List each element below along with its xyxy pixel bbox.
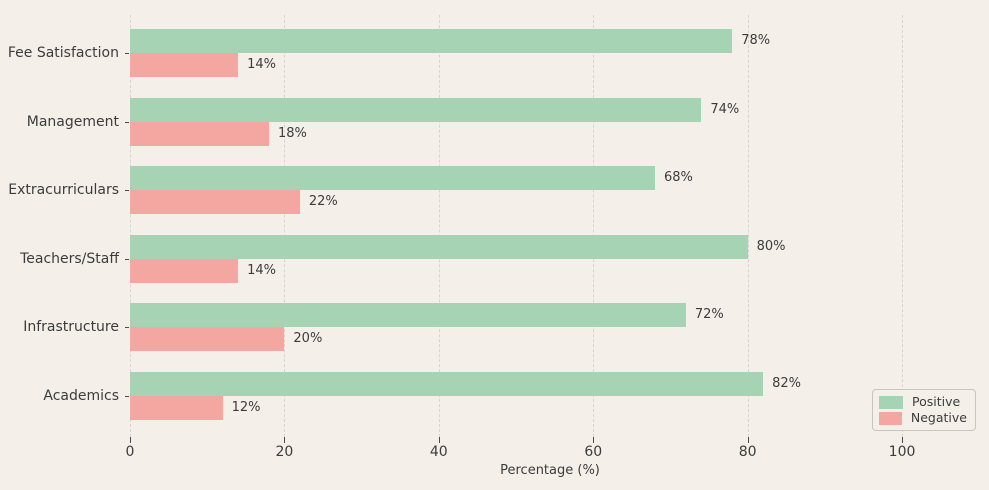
gridline-100 — [902, 15, 904, 437]
x-tick-0 — [130, 437, 131, 443]
x-tick-label-40: 40 — [429, 444, 448, 460]
bar-positive-4 — [130, 234, 748, 259]
legend-label-positive: Positive — [912, 394, 961, 409]
bar-value-label-positive-6: 82% — [772, 376, 801, 391]
legend-swatch-negative — [879, 411, 902, 425]
bar-value-label-negative-5: 20% — [293, 331, 323, 347]
x-tick-20 — [284, 437, 286, 443]
bar-value-label-positive-3: 68% — [664, 170, 693, 186]
x-axis-label: Percentage (%) — [500, 463, 600, 478]
bar-negative-4 — [130, 258, 239, 283]
bar-value-label-negative-2: 18% — [277, 125, 307, 141]
x-tick-80 — [747, 437, 749, 443]
x-tick-60 — [593, 437, 595, 443]
legend-label-negative: Negative — [910, 410, 967, 425]
category-label-extracurriculars: Extracurriculars — [8, 182, 119, 199]
gridline-40 — [438, 15, 440, 437]
legend-swatch-positive — [879, 395, 903, 409]
bar-positive-5 — [130, 303, 686, 328]
gridline-0 — [130, 15, 131, 437]
bar-value-label-negative-1: 14% — [247, 57, 276, 72]
bar-negative-1 — [130, 53, 239, 77]
bar-positive-6 — [130, 372, 764, 396]
y-tick — [125, 190, 129, 192]
bar-positive-1 — [130, 29, 733, 53]
x-tick-100 — [902, 437, 904, 443]
category-label-fee-satisfaction: Fee Satisfaction — [7, 45, 119, 61]
bar-negative-5 — [130, 327, 285, 352]
legend: Positive Negative — [872, 389, 976, 431]
x-tick-label-20: 20 — [275, 444, 294, 460]
bar-value-label-negative-3: 22% — [308, 194, 338, 210]
x-tick-label-60: 60 — [584, 444, 603, 460]
bar-positive-3 — [130, 166, 655, 191]
category-label-management: Management — [26, 113, 119, 130]
bar-value-label-negative-6: 12% — [231, 400, 261, 415]
bar-positive-2 — [130, 97, 702, 122]
gridline-60 — [593, 15, 595, 437]
bar-value-label-positive-4: 80% — [756, 238, 786, 254]
bar-value-label-negative-4: 14% — [247, 262, 276, 278]
x-tick-label-0: 0 — [125, 444, 135, 460]
bar-negative-2 — [130, 121, 269, 146]
y-tick — [125, 327, 129, 329]
y-tick — [125, 396, 129, 397]
legend-item-positive: Positive — [879, 395, 967, 409]
x-tick-label-100: 100 — [888, 444, 916, 460]
y-tick — [125, 53, 129, 54]
legend-item-negative: Negative — [879, 411, 967, 425]
category-label-infrastructure: Infrastructure — [23, 319, 119, 336]
category-label-academics: Academics — [43, 388, 119, 404]
bar-negative-6 — [130, 396, 223, 420]
x-tick-40 — [438, 437, 440, 443]
gridline-80 — [747, 15, 749, 437]
x-tick-label-80: 80 — [738, 444, 757, 460]
bar-negative-3 — [130, 190, 300, 215]
y-tick — [125, 121, 129, 123]
bar-value-label-positive-2: 74% — [710, 101, 740, 117]
bar-value-label-positive-5: 72% — [694, 307, 724, 323]
plot-area: 78% 14% 74% 18% 68% 22% 80% 14% 72% 20% 82% 12% — [130, 15, 970, 437]
y-tick — [125, 258, 129, 260]
category-label-teachers-staff: Teachers/Staff — [20, 250, 119, 267]
bar-value-label-positive-1: 78% — [741, 33, 771, 48]
gridline-20 — [284, 15, 286, 437]
